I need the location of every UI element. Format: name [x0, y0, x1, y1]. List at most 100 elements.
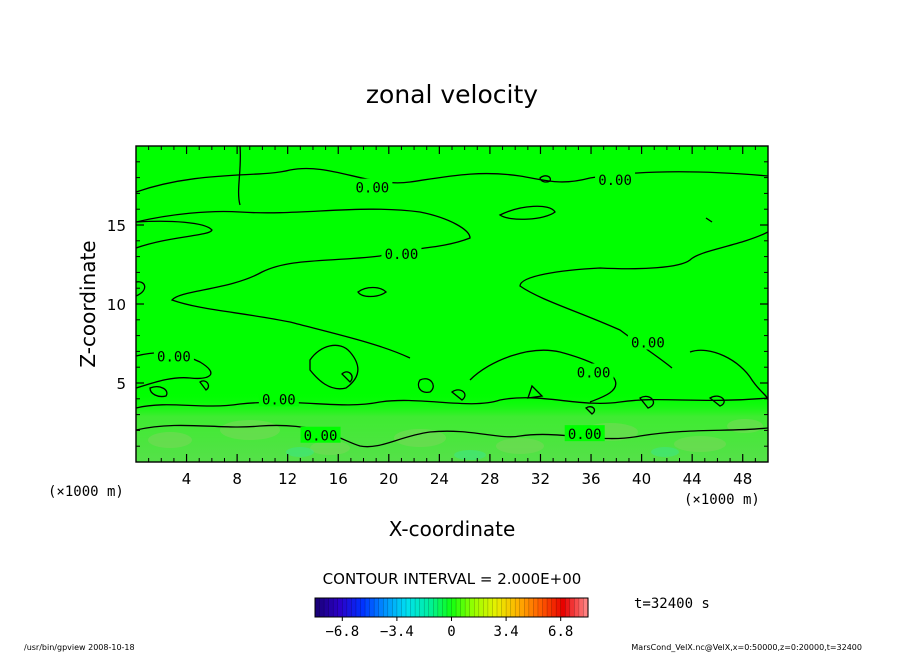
colorbar-swatch	[419, 598, 425, 617]
colorbar-swatch	[446, 598, 453, 617]
colorbar-tick-label: 3.4	[493, 624, 518, 640]
contour-label: 0.00	[157, 350, 191, 366]
contour-label: 0.00	[568, 427, 602, 443]
colorbar-swatch	[569, 598, 575, 617]
colorbar-swatch	[556, 598, 562, 617]
plot-area: 0.00 0.00 0.00 0.00 0.00 0.00 0.00 0.00 0.00	[136, 146, 768, 462]
x-tick-label: 16	[329, 470, 348, 488]
colorbar-swatch	[410, 598, 416, 617]
colorbar-swatch	[392, 598, 398, 617]
contour-label: 0.00	[577, 366, 611, 382]
contour-label-bg	[381, 245, 422, 262]
y-axis-ticks: 5 10 15	[107, 161, 768, 447]
colorbar-swatch	[515, 598, 521, 617]
colorbar-swatch	[406, 598, 412, 617]
colorbar-swatch	[560, 598, 566, 617]
y-tick-label: 5	[116, 375, 126, 393]
colorbar-swatch	[378, 598, 384, 617]
colorbar-swatch	[428, 598, 434, 617]
colorbar-swatch	[497, 598, 503, 617]
contour-label-bg	[153, 347, 194, 364]
colorbar-swatch	[501, 598, 507, 617]
contour-label-bg	[564, 425, 605, 442]
time-label: t=32400 s	[634, 596, 710, 612]
colorbar-swatch	[519, 598, 525, 617]
colorbar-swatch	[328, 598, 334, 617]
x-tick-label: 36	[581, 470, 600, 488]
colorbar-tick-label: 6.8	[548, 624, 573, 640]
colorbar-swatch	[578, 598, 585, 617]
x-tick-label: 20	[379, 470, 398, 488]
colorbar-swatch	[524, 598, 530, 617]
colorbar-swatch	[369, 598, 375, 617]
colorbar-swatch	[583, 598, 589, 617]
x-tick-label: 40	[632, 470, 651, 488]
chart-title: zonal velocity	[366, 80, 538, 109]
contour-label: 0.00	[631, 336, 665, 352]
colorbar-swatch	[396, 598, 403, 617]
contour-interval-text: CONTOUR INTERVAL = 2.000E+00	[323, 570, 582, 588]
colorbar-swatch	[324, 598, 330, 617]
colorbar-swatch	[415, 598, 421, 617]
colorbar-swatch	[365, 598, 371, 617]
contour-label: 0.00	[356, 181, 390, 197]
x-tick-label: 4	[182, 470, 192, 488]
zero-contours	[136, 146, 768, 448]
footer-left: /usr/bin/gpview 2008-10-18	[24, 643, 135, 652]
colorbar-swatch	[442, 598, 448, 617]
colorbar-swatch	[337, 598, 343, 617]
x-tick-label: 32	[531, 470, 550, 488]
contour-label-bg	[258, 390, 299, 407]
colorbar-swatch	[542, 598, 548, 617]
colorbar-swatch	[465, 598, 471, 617]
x-tick-label: 48	[733, 470, 752, 488]
colorbar-swatch	[456, 598, 462, 617]
colorbar-swatch	[401, 598, 407, 617]
x-axis-label: X-coordinate	[389, 517, 516, 541]
colorbar-swatch	[547, 598, 553, 617]
contour-label: 0.00	[304, 429, 338, 445]
contour-label: 0.00	[598, 173, 632, 189]
colorbar-swatch	[492, 598, 498, 617]
x-tick-label: 12	[278, 470, 297, 488]
colorbar-swatch	[342, 598, 348, 617]
colorbar-swatch	[355, 598, 362, 617]
colorbar-swatch	[351, 598, 357, 617]
x-tick-label: 8	[232, 470, 242, 488]
cool-patches	[286, 447, 679, 460]
contour-label: 0.00	[385, 247, 419, 263]
colorbar-swatch	[460, 598, 466, 617]
colorbar-swatch	[474, 598, 480, 617]
colorbar-swatch	[333, 598, 339, 617]
colorbar-tick-label: 0	[447, 624, 455, 640]
x-tick-label: 44	[683, 470, 702, 488]
texture-patches	[148, 419, 763, 455]
x-unit-right: (×1000 m)	[684, 492, 760, 508]
colorbar-swatch	[533, 598, 539, 617]
contour-label: 0.00	[262, 392, 296, 408]
colorbar-swatch	[506, 598, 512, 617]
colorbar-swatch	[528, 598, 534, 617]
y-tick-label: 15	[107, 217, 126, 235]
contour-label-bg	[300, 426, 341, 443]
colorbar-swatch	[510, 598, 516, 617]
colorbar-swatch	[346, 598, 352, 617]
colorbar-swatch	[315, 598, 321, 617]
contour-label-bg	[573, 363, 614, 380]
colorbar-swatch	[551, 598, 557, 617]
colorbar-swatch	[360, 598, 366, 617]
x-axis-ticks: 4 8 12 16 20 24 28 32 36 40 44 48	[148, 146, 756, 488]
colorbar-swatch	[451, 598, 457, 617]
colorbar-tick-label: −3.4	[380, 624, 414, 640]
colorbar-swatch	[537, 598, 544, 617]
x-unit-left: (×1000 m)	[48, 484, 124, 500]
x-tick-label: 24	[430, 470, 449, 488]
colorbar-swatch	[387, 598, 393, 617]
x-tick-label: 28	[480, 470, 499, 488]
contour-label-bg	[627, 333, 668, 350]
colorbar-swatch	[437, 598, 443, 617]
colorbar-tick-label: −6.8	[325, 624, 359, 640]
colorbar	[314, 598, 589, 617]
colorbar-swatch	[487, 598, 494, 617]
colorbar-swatch	[424, 598, 430, 617]
